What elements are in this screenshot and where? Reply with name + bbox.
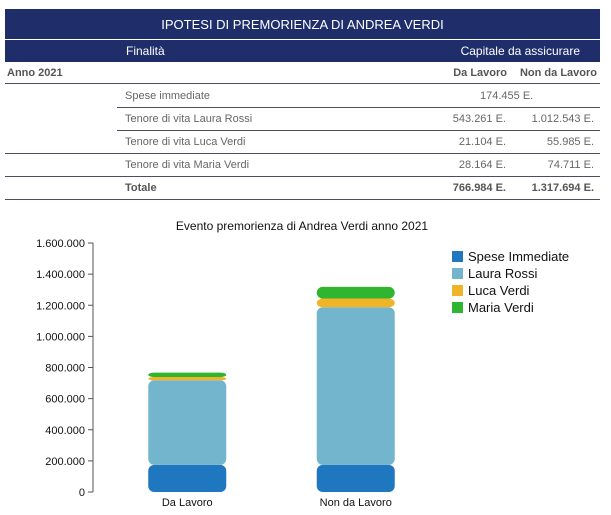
table-row: Tenore di vita Maria Verdi 28.164 E. 74.… (5, 154, 600, 176)
y-tick-label: 1.000.000 (36, 331, 85, 343)
row-divider (5, 176, 600, 177)
total-label: Totale (125, 182, 157, 194)
legend-swatch (452, 302, 463, 313)
row-label: Tenore di vita Luca Verdi (125, 136, 246, 148)
y-tick-label: 200.000 (45, 456, 85, 468)
y-tick-label: 400.000 (45, 425, 85, 437)
legend-label: Luca Verdi (468, 283, 530, 298)
y-tick-label: 0 (79, 487, 85, 499)
y-tick-label: 1.600.000 (36, 238, 85, 250)
legend-swatch (452, 285, 463, 296)
row-label: Tenore di vita Laura Rossi (125, 113, 253, 125)
bar-segment (316, 286, 395, 299)
legend-label: Laura Rossi (468, 266, 537, 281)
row-divider (117, 107, 600, 108)
year-row: Anno 2021 Da Lavoro Non da Lavoro (5, 63, 600, 84)
bar-segment (148, 372, 227, 378)
table-title: IPOTESI DI PREMORIENZA DI ANDREA VERDI (161, 16, 444, 32)
header-finalita: Finalità (126, 44, 165, 58)
legend: Spese Immediate Laura Rossi Luca Verdi Mari… (452, 249, 569, 315)
row-divider (5, 153, 600, 154)
total-row: Totale 766.984 E. 1.317.694 E. (5, 177, 600, 199)
chart-title: Evento premorienza di Andrea Verdi anno … (176, 219, 429, 233)
row-value-non-da-lavoro: 55.985 E. (546, 136, 594, 148)
subheader-da-lavoro: Da Lavoro (453, 67, 507, 79)
legend-swatch (452, 251, 463, 262)
table-title-bar: IPOTESI DI PREMORIENZA DI ANDREA VERDI (5, 9, 600, 39)
y-tick-label: 600.000 (45, 394, 85, 406)
table-row: Tenore di vita Luca Verdi 21.104 E. 55.9… (5, 131, 600, 153)
row-divider (5, 199, 600, 200)
y-tick-label: 1.400.000 (36, 269, 85, 281)
year-label: Anno 2021 (7, 67, 63, 79)
bar-segment (316, 307, 395, 465)
bar-segment (316, 298, 395, 308)
x-tick-label: Da Lavoro (162, 497, 213, 509)
legend-label: Spese Immediate (468, 249, 569, 264)
row-label: Tenore di vita Maria Verdi (125, 159, 250, 171)
row-value-da-lavoro: 21.104 E. (458, 136, 506, 148)
x-tick-label: Non da Lavoro (320, 497, 392, 509)
row-divider (117, 130, 600, 131)
bar-segment (148, 464, 227, 492)
table-row: Tenore di vita Laura Rossi 543.261 E. 1.… (5, 108, 600, 130)
legend-label: Maria Verdi (468, 300, 534, 315)
y-axis: 0 200.000 400.000 600.000 800.000 1.000.000 1.… (36, 238, 94, 499)
bar-segment (316, 464, 395, 492)
row-value-da-lavoro: 543.261 E. (452, 113, 506, 125)
table-header-row: Finalità Capitale da assicurare (5, 40, 600, 62)
row-value-non-da-lavoro: 1.012.543 E. (531, 113, 594, 125)
legend-swatch (452, 268, 463, 279)
bars (148, 286, 395, 492)
stacked-bar-chart: Evento premorienza di Andrea Verdi anno … (36, 219, 569, 509)
total-non-da-lavoro: 1.317.694 E. (531, 182, 594, 194)
row-value-shared: 174.455 E. (480, 90, 534, 102)
row-value-da-lavoro: 28.164 E. (458, 159, 506, 171)
row-label: Spese immediate (125, 90, 210, 102)
bar-segment (148, 377, 227, 381)
y-tick-label: 800.000 (45, 363, 85, 375)
y-tick-label: 1.200.000 (36, 300, 85, 312)
bar-segment (148, 380, 227, 465)
total-da-lavoro: 766.984 E. (452, 182, 506, 194)
row-value-non-da-lavoro: 74.711 E. (547, 159, 594, 171)
subheader-non-da-lavoro: Non da Lavoro (519, 67, 597, 79)
table-row: Spese immediate 174.455 E. (5, 85, 600, 107)
header-capitale: Capitale da assicurare (460, 44, 580, 58)
x-axis-labels: Da Lavoro Non da Lavoro (162, 497, 392, 509)
